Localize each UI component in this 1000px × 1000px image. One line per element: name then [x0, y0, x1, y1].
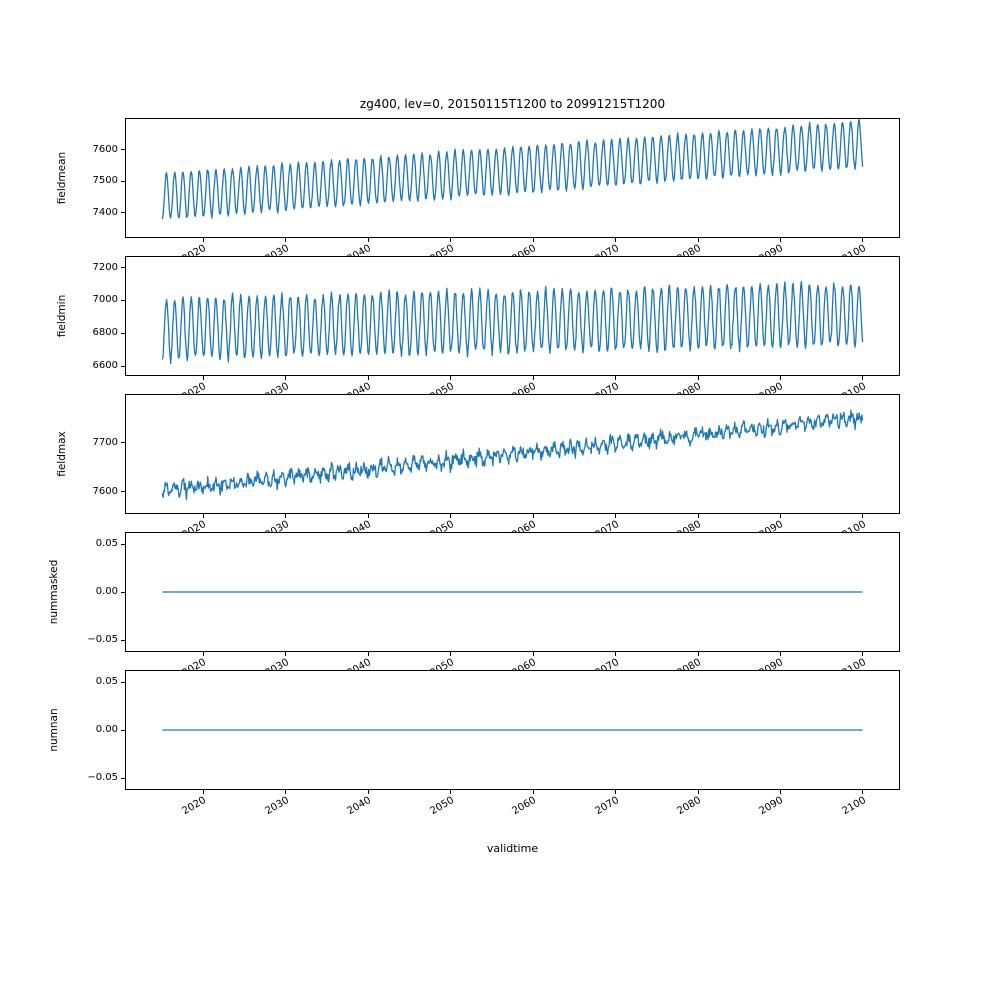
x-tick-label: 2070 [593, 794, 621, 818]
x-tick-mark [532, 514, 534, 518]
x-tick-mark [779, 652, 781, 656]
x-tick-mark [862, 376, 864, 380]
chart-title: zg400, lev=0, 20150115T1200 to 20991215T… [359, 97, 666, 111]
y-tick-label: 7200 [92, 261, 118, 273]
x-tick-mark [532, 790, 534, 794]
x-tick-mark [779, 238, 781, 242]
x-tick-mark [779, 376, 781, 380]
x-axis-label: validtime [486, 842, 539, 855]
x-tick-mark [779, 790, 781, 794]
y-tick-label: 6600 [92, 360, 118, 372]
x-tick-label: 2060 [510, 794, 539, 818]
y-tick-label: 7000 [92, 294, 118, 306]
x-tick-label: 2030 [263, 794, 291, 818]
x-tick-label: 2080 [675, 794, 703, 818]
x-tick-mark [202, 652, 204, 656]
y-tick-label: 7500 [92, 175, 118, 187]
subplot-fieldmax [125, 394, 900, 514]
x-tick-mark [450, 238, 452, 242]
x-tick-mark [367, 238, 369, 242]
x-tick-mark [779, 514, 781, 518]
ylabel-nummasked: nummasked [48, 559, 60, 625]
y-tick-label: 7700 [92, 436, 118, 448]
x-tick-label: 2020 [180, 794, 209, 818]
x-tick-mark [285, 238, 287, 242]
ylabel-fieldmax: fieldmax [56, 431, 68, 477]
x-tick-mark [615, 652, 617, 656]
x-tick-mark [862, 238, 864, 242]
x-tick-mark [532, 376, 534, 380]
x-tick-mark [615, 514, 617, 518]
x-tick-mark [450, 652, 452, 656]
fieldmax-plot-canvas [125, 394, 900, 514]
y-tick-label: 0.00 [95, 724, 118, 735]
y-tick-label: 0.05 [95, 676, 118, 687]
x-tick-mark [615, 376, 617, 380]
y-tick-label: 0.00 [95, 586, 118, 597]
subplot-fieldmin [125, 256, 900, 376]
x-tick-label: 2050 [428, 794, 456, 818]
subplot-numnan [125, 670, 900, 790]
ylabel-numnan: numnan [48, 708, 60, 752]
x-tick-mark [697, 514, 699, 518]
x-tick-mark [285, 652, 287, 656]
x-tick-mark [532, 238, 534, 242]
x-tick-label: 2040 [345, 794, 374, 818]
y-tick-label: 7600 [92, 143, 118, 155]
x-tick-mark [367, 514, 369, 518]
x-tick-mark [202, 238, 204, 242]
x-tick-mark [202, 376, 204, 380]
x-tick-mark [532, 652, 534, 656]
x-tick-mark [202, 514, 204, 518]
fieldmean-plot-canvas [125, 118, 900, 238]
x-tick-mark [697, 238, 699, 242]
ylabel-fieldmin: fieldmin [56, 294, 68, 338]
x-tick-mark [862, 652, 864, 656]
x-tick-mark [285, 514, 287, 518]
x-tick-mark [450, 514, 452, 518]
y-tick-label: −0.05 [87, 772, 118, 783]
x-tick-mark [285, 376, 287, 380]
y-tick-label: 6800 [92, 327, 118, 339]
numnan-plot-canvas [125, 670, 900, 790]
x-tick-mark [367, 652, 369, 656]
x-tick-label: 2100 [840, 794, 868, 818]
y-tick-label: 7600 [92, 485, 118, 497]
x-tick-mark [615, 238, 617, 242]
ylabel-fieldmean: fieldmean [56, 151, 68, 205]
subplot-fieldmean [125, 118, 900, 238]
nummasked-plot-canvas [125, 532, 900, 652]
x-tick-mark [615, 790, 617, 794]
x-tick-mark [367, 790, 369, 794]
x-tick-mark [450, 376, 452, 380]
fieldmin-plot-canvas [125, 256, 900, 376]
x-tick-mark [285, 790, 287, 794]
x-tick-label: 2090 [757, 794, 786, 818]
y-tick-label: 7400 [92, 206, 118, 218]
x-tick-mark [450, 790, 452, 794]
x-tick-mark [862, 514, 864, 518]
x-tick-mark [862, 790, 864, 794]
y-tick-label: 0.05 [95, 538, 118, 549]
x-tick-mark [202, 790, 204, 794]
subplot-nummasked [125, 532, 900, 652]
x-tick-mark [697, 652, 699, 656]
x-tick-mark [697, 376, 699, 380]
x-tick-mark [697, 790, 699, 794]
x-tick-mark [367, 376, 369, 380]
y-tick-label: −0.05 [87, 634, 118, 645]
